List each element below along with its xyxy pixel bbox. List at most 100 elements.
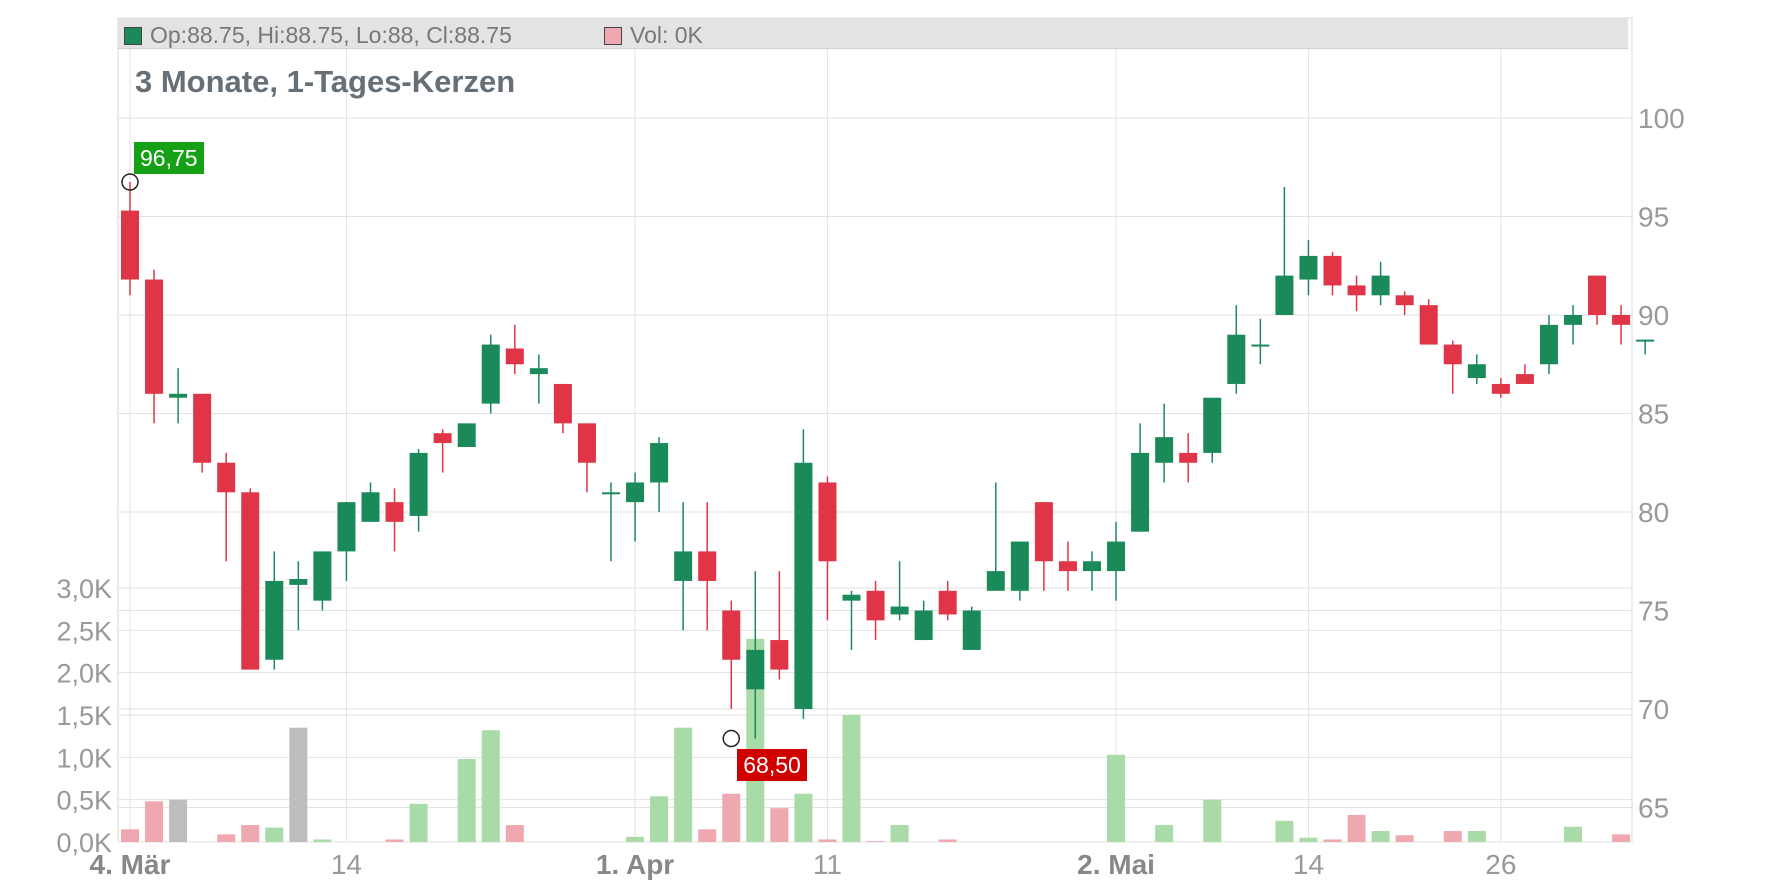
volume-tick-label: 3,0K bbox=[56, 574, 112, 604]
volume-tick-label: 0,5K bbox=[56, 786, 112, 816]
candle-body bbox=[1107, 541, 1126, 572]
candle-body bbox=[1010, 541, 1029, 591]
candle-body bbox=[1395, 295, 1414, 306]
volume-bar bbox=[938, 839, 957, 842]
candle-body bbox=[1588, 275, 1607, 315]
candle-body bbox=[1371, 275, 1390, 296]
candle-body bbox=[121, 210, 139, 280]
candle-body bbox=[1323, 255, 1342, 286]
date-tick-label: 4. Mär bbox=[90, 849, 171, 880]
volume-bar bbox=[217, 834, 236, 842]
candle-body bbox=[1443, 344, 1462, 365]
candle-body bbox=[1155, 437, 1174, 463]
volume-bar bbox=[1155, 825, 1174, 842]
candle-body bbox=[698, 551, 717, 581]
volume-legend: Vol: 0K bbox=[604, 22, 703, 49]
volume-bar bbox=[842, 715, 861, 842]
candle-body bbox=[409, 452, 428, 516]
candle-body bbox=[962, 610, 981, 650]
candle-body bbox=[553, 383, 572, 424]
volume-bar bbox=[1323, 839, 1342, 842]
date-tick-label: 26 bbox=[1485, 849, 1516, 880]
volume-legend-text: Vol: 0K bbox=[630, 22, 703, 48]
candle-body bbox=[650, 443, 669, 483]
candle-body bbox=[1612, 315, 1631, 325]
ohlc-legend: Op:88.75, Hi:88.75, Lo:88, Cl:88.75 bbox=[124, 22, 512, 49]
candle-body bbox=[1467, 364, 1486, 379]
volume-bar bbox=[409, 803, 428, 842]
candle-body bbox=[1251, 344, 1270, 347]
date-tick-label: 14 bbox=[1293, 849, 1324, 880]
volume-bar bbox=[866, 841, 885, 842]
candle-body bbox=[505, 348, 524, 365]
volume-bar bbox=[313, 839, 332, 842]
candle-body bbox=[1347, 285, 1366, 296]
volume-bar bbox=[505, 825, 524, 842]
candle-body bbox=[818, 482, 837, 562]
candle-body bbox=[1034, 502, 1053, 562]
date-tick-label: 2. Mai bbox=[1077, 849, 1155, 880]
candle-body bbox=[722, 610, 741, 660]
candle-body bbox=[890, 606, 909, 615]
candle-body bbox=[241, 492, 260, 670]
candle-body bbox=[145, 279, 164, 394]
candle-body bbox=[433, 433, 452, 444]
chart-title: 3 Monate, 1-Tages-Kerzen bbox=[135, 64, 516, 99]
volume-bar bbox=[121, 829, 139, 842]
volume-tick-label: 2,5K bbox=[56, 616, 112, 646]
volume-tick-label: 1,5K bbox=[56, 701, 112, 731]
ohlc-legend-text: Op:88.75, Hi:88.75, Lo:88, Cl:88.75 bbox=[150, 22, 512, 48]
candle-body bbox=[986, 571, 1005, 591]
candle-body bbox=[1564, 315, 1582, 325]
max-price-label: 96,75 bbox=[134, 142, 204, 175]
volume-bar bbox=[1275, 820, 1294, 842]
ohlc-swatch bbox=[124, 27, 142, 45]
volume-bar bbox=[746, 638, 765, 842]
volume-bar bbox=[1347, 814, 1366, 842]
price-tick-label: 75 bbox=[1638, 596, 1669, 627]
volume-bar bbox=[698, 829, 717, 842]
candle-body bbox=[1083, 561, 1101, 572]
volume-bar bbox=[289, 727, 308, 842]
volume-bar bbox=[457, 759, 476, 842]
price-tick-label: 90 bbox=[1638, 300, 1669, 331]
candle-body bbox=[674, 551, 693, 581]
candle-body bbox=[1275, 275, 1294, 315]
candle-body bbox=[265, 580, 284, 660]
volume-bar bbox=[890, 825, 909, 842]
volume-tick-label: 2,0K bbox=[56, 659, 112, 689]
price-tick-label: 85 bbox=[1638, 399, 1669, 430]
candle-body bbox=[794, 462, 813, 709]
candle-body bbox=[842, 594, 861, 601]
price-tick-label: 70 bbox=[1638, 694, 1669, 725]
volume-bar bbox=[1107, 754, 1126, 842]
date-tick-label: 11 bbox=[813, 849, 842, 880]
price-tick-label: 95 bbox=[1638, 202, 1669, 233]
candle-body bbox=[1491, 383, 1510, 394]
volume-bar bbox=[385, 839, 404, 842]
candle-body bbox=[770, 640, 789, 670]
plot-area bbox=[117, 17, 1633, 843]
volume-bar bbox=[1443, 830, 1462, 842]
volume-bar bbox=[794, 793, 813, 842]
candle-body bbox=[337, 502, 356, 552]
legend-bar: Op:88.75, Hi:88.75, Lo:88, Cl:88.75 Vol:… bbox=[118, 18, 1628, 49]
candle-body bbox=[577, 423, 596, 463]
candle-body bbox=[626, 482, 645, 503]
candle-body bbox=[1227, 334, 1246, 384]
candle-body bbox=[481, 344, 500, 404]
volume-swatch bbox=[604, 27, 622, 45]
candle-body bbox=[193, 393, 212, 463]
volume-bar bbox=[674, 727, 693, 842]
volume-bar bbox=[1371, 830, 1390, 842]
volume-bar bbox=[722, 793, 741, 842]
volume-bar bbox=[1564, 826, 1582, 842]
candle-body bbox=[914, 610, 933, 641]
candle-body bbox=[361, 492, 380, 522]
volume-bar bbox=[1299, 837, 1318, 842]
candle-body bbox=[529, 368, 548, 375]
candle-body bbox=[457, 423, 476, 447]
date-tick-label: 1. Apr bbox=[596, 849, 674, 880]
volume-tick-label: 1,0K bbox=[56, 743, 112, 773]
